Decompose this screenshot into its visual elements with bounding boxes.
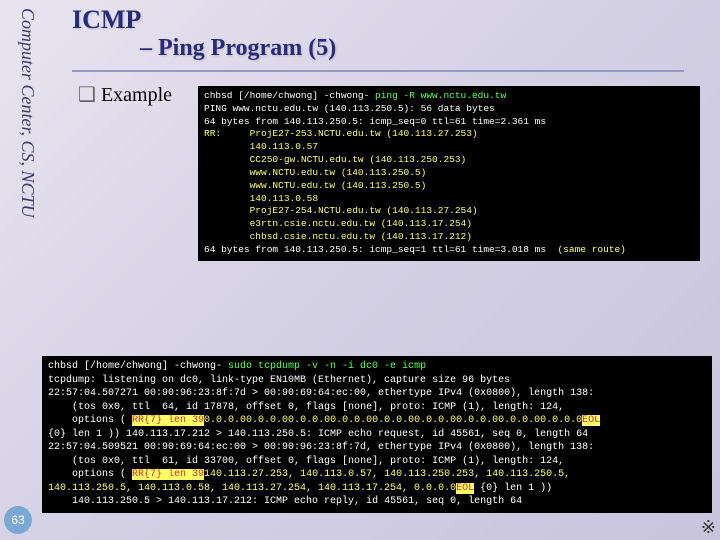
rr-highlight: RR{7} len 39 — [132, 415, 204, 426]
rr-line: RR: ProjE27-253.NCTU.edu.tw (140.113.27.… — [204, 128, 478, 139]
sidebar-label: Computer Center, CS, NCTU — [0, 0, 38, 358]
output-line: 64 bytes from 140.113.250.5: icmp_seq=0 … — [204, 116, 546, 127]
command-text: sudo tcpdump -v -n -i dc0 -e icmp — [222, 361, 426, 372]
terminal-output-ping: chbsd [/home/chwong] -chwong- ping -R ww… — [198, 86, 700, 261]
rr-line: ProjE27-254.NCTU.edu.tw (140.113.27.254) — [204, 205, 478, 216]
output-line: {0} len 1 )) — [474, 483, 552, 494]
output-line: options ( — [48, 415, 132, 426]
slide-subtitle: – Ping Program (5) — [140, 35, 336, 62]
slide-title: ICMP — [72, 5, 336, 35]
rr-line: e3rtn.csie.nctu.edu.tw (140.113.17.254) — [204, 218, 472, 229]
rr-line: 140.113.0.57 — [204, 141, 318, 152]
ip-list: 140.113.250.5, 140.113.0.58, 140.113.27.… — [48, 483, 456, 494]
output-line: PING www.nctu.edu.tw (140.113.250.5): 56… — [204, 103, 495, 114]
command-text: ping -R www.nctu.edu.tw — [369, 90, 506, 101]
footnote-marker: ※ — [701, 517, 716, 538]
output-line: (tos 0x0, ttl 64, id 17878, offset 0, fl… — [48, 402, 564, 413]
rr-highlight: RR{7} len 39 — [132, 469, 204, 480]
eol-highlight: EOL — [582, 415, 600, 426]
output-line: tcpdump: listening on dc0, link-type EN1… — [48, 375, 510, 386]
same-route: (same route) — [546, 244, 626, 255]
title-block: ICMP – Ping Program (5) — [72, 5, 336, 62]
rr-line: www.NCTU.edu.tw (140.113.250.5) — [204, 167, 426, 178]
zeros-line: 0.0.0.00.0.0.00.0.0.00.0.0.00.0.0.00.0.0… — [204, 415, 582, 426]
output-line: 140.113.250.5 > 140.113.17.212: ICMP ech… — [48, 496, 522, 507]
output-line: 22:57:04.509521 00:90:69:64:ec:00 > 00:9… — [48, 442, 594, 453]
eol-highlight: EOL — [456, 483, 474, 494]
rr-line: www.NCTU.edu.tw (140.113.250.5) — [204, 180, 426, 191]
rr-line: chbsd.csie.nctu.edu.tw (140.113.17.212) — [204, 231, 472, 242]
output-line: 22:57:04.507271 00:90:96:23:8f:7d > 00:9… — [48, 388, 594, 399]
output-line: (tos 0x0, ttl 61, id 33700, offset 0, fl… — [48, 456, 564, 467]
page-number: 63 — [4, 506, 32, 534]
output-line: 64 bytes from 140.113.250.5: icmp_seq=1 … — [204, 244, 546, 255]
output-line: {0} len 1 )) 140.113.17.212 > 140.113.25… — [48, 429, 588, 440]
output-line: options ( — [48, 469, 132, 480]
example-heading: Example — [78, 82, 172, 107]
terminal-output-tcpdump: chbsd [/home/chwong] -chwong- sudo tcpdu… — [42, 356, 712, 513]
prompt: chbsd [/home/chwong] -chwong- — [48, 361, 222, 372]
title-underline — [72, 70, 684, 72]
ip-list: 140.113.27.253, 140.113.0.57, 140.113.25… — [204, 469, 570, 480]
rr-line: CC250-gw.NCTU.edu.tw (140.113.250.253) — [204, 154, 466, 165]
prompt: chbsd [/home/chwong] -chwong- — [204, 90, 369, 101]
rr-line: 140.113.0.58 — [204, 193, 318, 204]
